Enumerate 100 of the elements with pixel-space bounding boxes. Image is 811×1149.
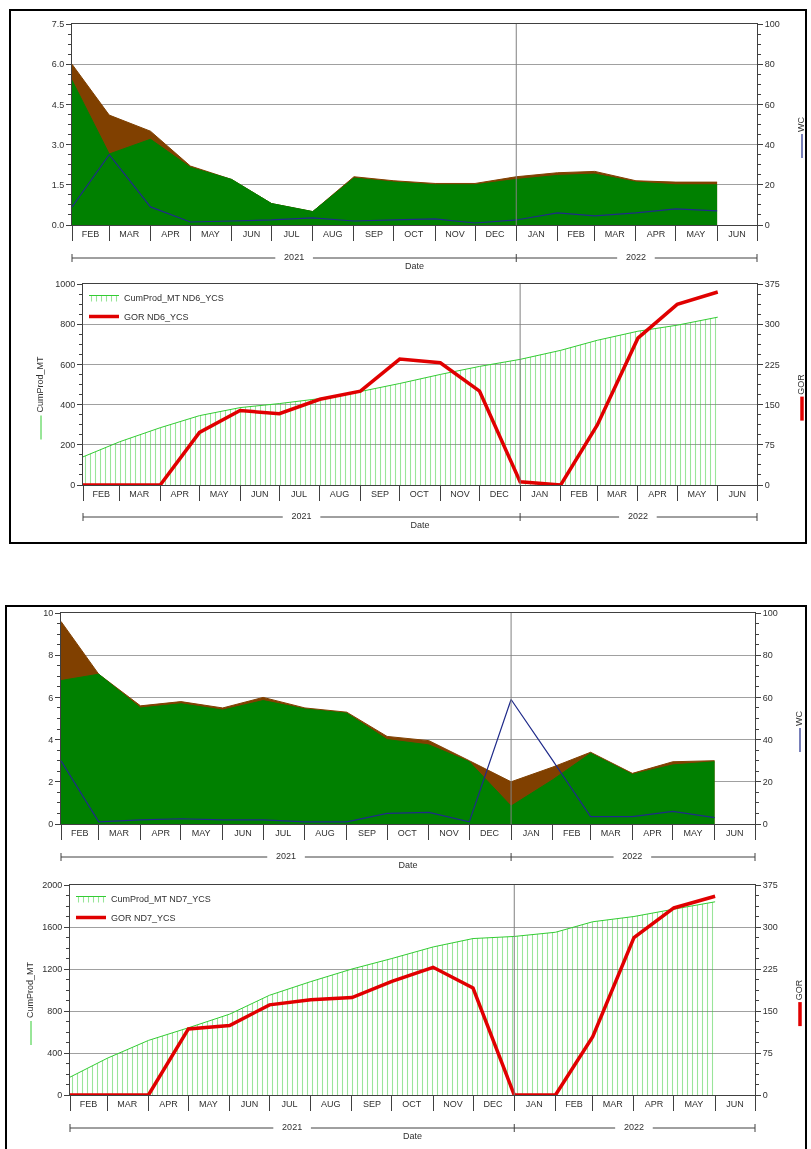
x-tick-label: MAR <box>600 827 622 838</box>
x-tick-label: APR <box>648 488 668 499</box>
x-tick-label: DEC <box>480 827 500 838</box>
y-tick-label: 1000 <box>55 279 76 290</box>
x2-tick-label: 2021 <box>282 1121 303 1132</box>
x-tick-label: DEC <box>483 1098 503 1109</box>
x-tick-label: MAY <box>209 488 229 499</box>
x-tick-label: NOV <box>443 1098 463 1109</box>
y-tick-label: 2 <box>48 776 54 787</box>
x-tick-label: FEB <box>567 228 585 239</box>
x-tick-label: OCT <box>409 488 430 499</box>
y2-tick-label: 100 <box>762 608 778 619</box>
x-tick-label: MAR <box>604 228 626 239</box>
x2-tick-label: 2022 <box>627 510 648 521</box>
x2-tick-label: 2021 <box>276 850 297 861</box>
x-tick-label: DEC <box>485 228 505 239</box>
x-tick-label: SEP <box>371 488 390 499</box>
y-tick-label: 0.0 <box>51 220 65 231</box>
y2-tick-label: 40 <box>762 734 773 745</box>
x-tick-label: FEB <box>79 1098 98 1109</box>
y-tick-label: 6 <box>48 692 54 703</box>
y2-tick-label: 0 <box>762 819 768 830</box>
x-tick-label: JUL <box>275 827 292 838</box>
y2-tick-label: 80 <box>764 59 775 70</box>
y-tick-label: 7.5 <box>51 19 65 30</box>
x-tick-label: MAY <box>198 1098 218 1109</box>
x-tick-label: JUN <box>250 488 269 499</box>
y-tick-label: 1.5 <box>51 179 65 190</box>
x-tick-label: MAR <box>117 1098 138 1109</box>
x-tick-label: FEB <box>92 488 111 499</box>
x-tick-label: JAN <box>525 1098 543 1109</box>
x-tick-label: JUN <box>726 1098 744 1109</box>
x-tick-label: AUG <box>322 228 343 239</box>
y2-axis-title: GOR <box>795 373 806 395</box>
x2-tick-label: 2022 <box>625 251 646 262</box>
y2-tick-label: 80 <box>762 650 773 661</box>
x-tick-label: JAN <box>531 488 549 499</box>
y2-tick-label: 0 <box>764 220 770 231</box>
y2-tick-label: 40 <box>764 139 775 150</box>
y2-tick-label: 375 <box>764 279 780 290</box>
x-tick-label: JUN <box>728 228 746 239</box>
y-tick-label: 8 <box>48 650 54 661</box>
x-tick-label: APR <box>646 228 666 239</box>
y-tick-label: 400 <box>47 1048 63 1059</box>
x-tick-label: OCT <box>402 1098 422 1109</box>
x2-tick-label: 2022 <box>622 850 643 861</box>
x-tick-label: AUG <box>320 1098 341 1109</box>
y2-tick-label: 300 <box>764 319 780 330</box>
x-tick-label: FEB <box>570 488 588 499</box>
x-tick-label: FEB <box>565 1098 583 1109</box>
x-tick-label: JUN <box>726 827 744 838</box>
x-axis-title: Date <box>404 261 425 272</box>
y2-tick-label: 100 <box>764 19 780 30</box>
x-tick-label: OCT <box>404 228 424 239</box>
x-tick-label: FEB <box>562 827 581 838</box>
x-tick-label: DEC <box>489 488 510 499</box>
x-tick-label: APR <box>643 827 663 838</box>
legend-label: CumProd_MT ND6_YCS <box>124 293 224 304</box>
x2-tick-label: 2022 <box>623 1121 644 1132</box>
y-tick-label: 200 <box>60 439 76 450</box>
x-tick-label: JUL <box>281 1098 298 1109</box>
y2-tick-label: 150 <box>764 399 780 410</box>
x-tick-label: JAN <box>522 827 540 838</box>
x2-tick-label: 2021 <box>284 251 305 262</box>
x-tick-label: JUN <box>234 827 252 838</box>
y2-tick-label: 75 <box>764 439 775 450</box>
x-tick-label: MAR <box>108 827 130 838</box>
x-axis-title: Date <box>402 1131 423 1142</box>
x-tick-label: MAR <box>119 228 140 239</box>
y-tick-label: 800 <box>60 319 76 330</box>
x-tick-label: MAY <box>686 228 706 239</box>
x-tick-label: JUN <box>242 228 261 239</box>
x-tick-label: MAR <box>602 1098 624 1109</box>
x-tick-label: MAY <box>684 1098 704 1109</box>
x-tick-label: FEB <box>81 228 100 239</box>
y-tick-label: 4.5 <box>51 99 65 110</box>
y-axis-title: CumProd_MT <box>34 355 45 413</box>
x-tick-label: MAY <box>683 827 703 838</box>
y2-tick-label: 20 <box>762 776 773 787</box>
y-tick-label: 400 <box>60 399 76 410</box>
x-tick-label: JUL <box>283 228 300 239</box>
legend-label: GOR ND7_YCS <box>111 913 176 924</box>
y-tick-label: 0 <box>70 480 76 491</box>
y-tick-label: 2000 <box>42 880 63 891</box>
y-tick-label: 800 <box>47 1006 63 1017</box>
x-tick-label: APR <box>159 1098 179 1109</box>
y2-tick-label: 75 <box>762 1048 773 1059</box>
x-tick-label: JUL <box>290 488 307 499</box>
legend-label: GOR ND6_YCS <box>124 312 189 323</box>
x-tick-label: SEP <box>357 827 376 838</box>
x-tick-label: JAN <box>527 228 545 239</box>
x-tick-label: SEP <box>362 1098 381 1109</box>
y-tick-label: 600 <box>60 359 76 370</box>
legend-label: CumProd_MT ND7_YCS <box>111 894 211 905</box>
x-tick-label: SEP <box>364 228 383 239</box>
y-tick-label: 0 <box>57 1090 63 1101</box>
x-tick-label: MAR <box>606 488 628 499</box>
y2-tick-label: 225 <box>762 964 778 975</box>
line-series <box>72 154 718 224</box>
y2-tick-label: 20 <box>764 179 775 190</box>
